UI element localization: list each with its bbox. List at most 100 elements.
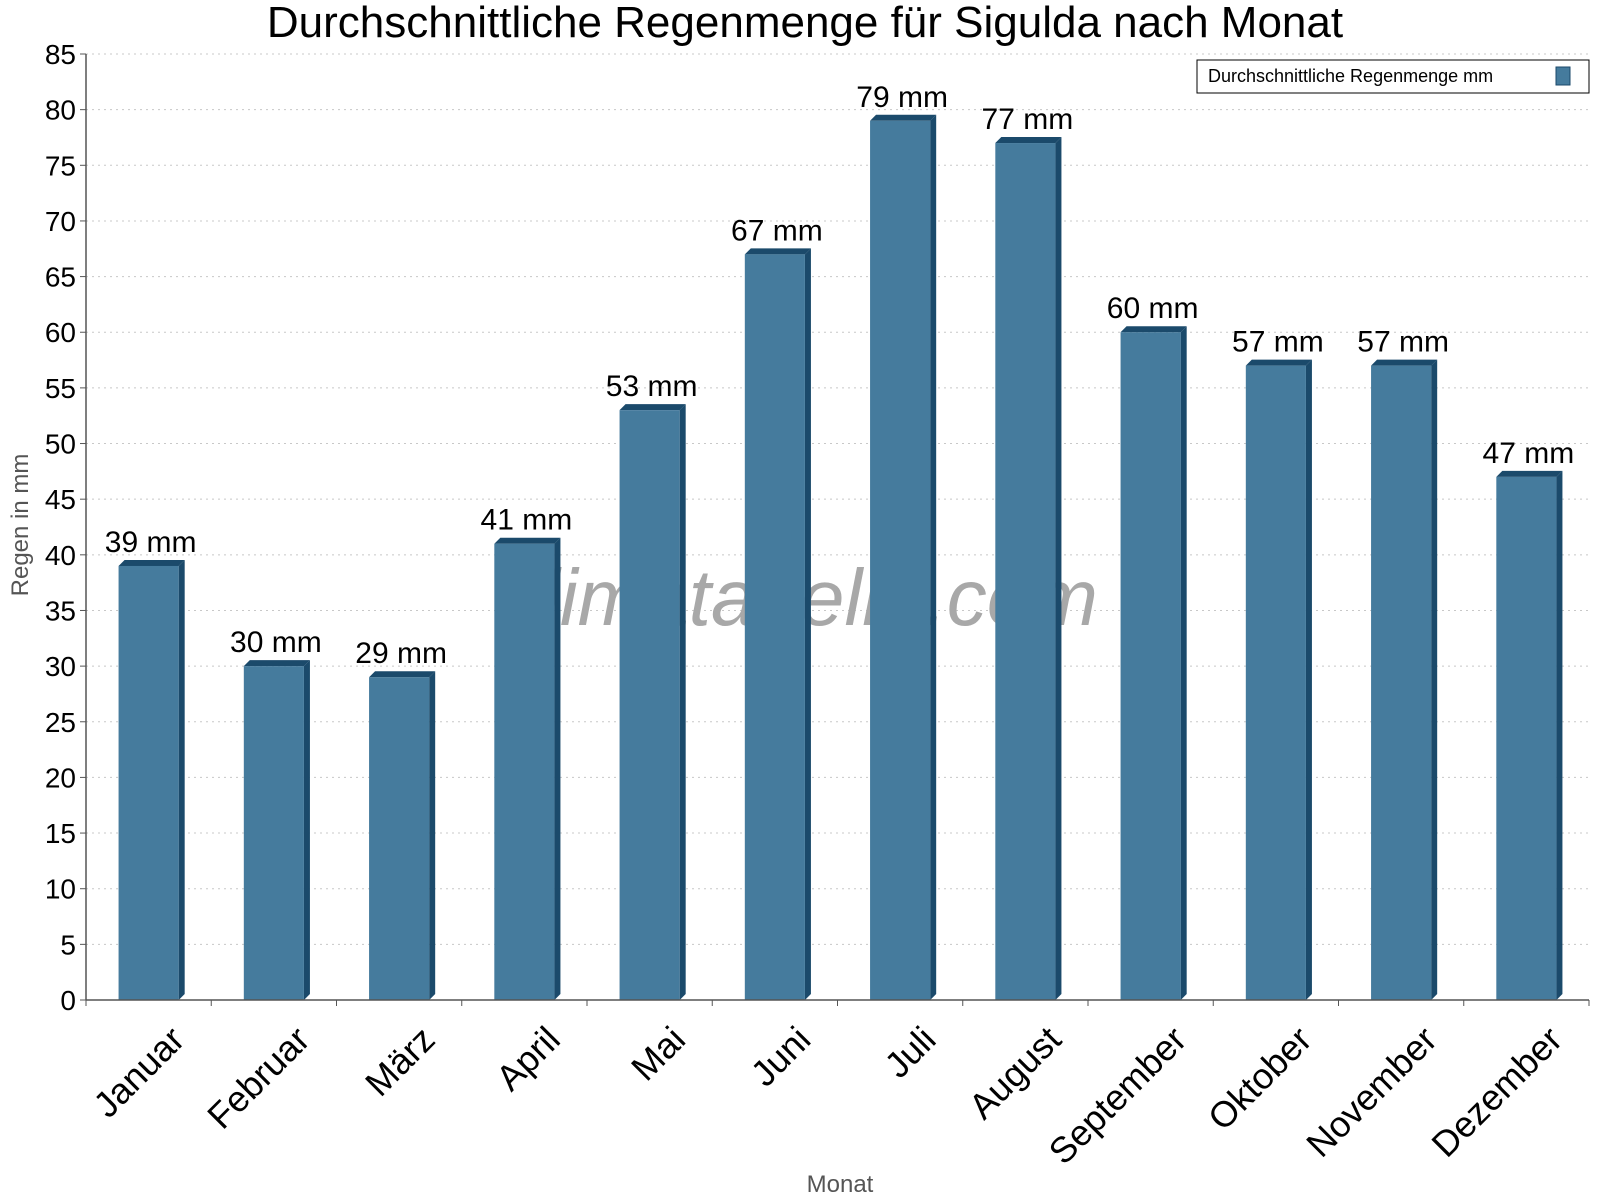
bar-juni <box>744 248 811 1000</box>
data-label: 57 mm <box>1357 326 1449 359</box>
data-label: 39 mm <box>105 526 197 559</box>
bar <box>744 254 805 1000</box>
bar-side <box>1055 137 1062 1001</box>
axes <box>80 53 1590 1006</box>
bar-august <box>995 137 1062 1001</box>
data-label: 53 mm <box>606 370 698 403</box>
x-tick-label: September <box>1041 1018 1195 1172</box>
data-label: 47 mm <box>1483 437 1575 470</box>
bar-februar <box>243 660 310 1000</box>
bar-mai <box>619 404 686 1000</box>
y-tick-label: 75 <box>45 150 76 181</box>
chart-title: Durchschnittliche Regenmenge für Sigulda… <box>267 0 1343 47</box>
y-tick-label: 85 <box>45 39 76 70</box>
x-tick-label: Juni <box>743 1018 819 1094</box>
y-tick-label: 20 <box>45 762 76 793</box>
bar-november <box>1371 359 1438 1000</box>
grid <box>86 53 1589 945</box>
y-tick-label: 40 <box>45 540 76 571</box>
y-tick-label: 0 <box>60 985 76 1016</box>
y-tick-label: 55 <box>45 373 76 404</box>
x-tick-label: Februar <box>199 1018 317 1136</box>
data-label: 29 mm <box>355 637 447 670</box>
x-tick-label: Juli <box>876 1018 943 1085</box>
bar-dezember <box>1496 470 1563 1001</box>
y-tick-label: 65 <box>45 262 76 293</box>
bar <box>243 666 304 1000</box>
y-tick-label: 35 <box>45 595 76 626</box>
bar-side <box>1556 470 1563 1001</box>
data-label: 67 mm <box>731 214 823 247</box>
bar <box>870 120 931 1000</box>
bar-september <box>1120 326 1187 1000</box>
x-axis-title: Monat <box>807 1171 874 1198</box>
bar-side <box>1305 359 1312 1000</box>
bar <box>995 143 1056 1001</box>
bar-side <box>303 660 310 1000</box>
bar-side <box>804 248 811 1000</box>
x-tick-label: November <box>1298 1018 1444 1164</box>
bar-side <box>178 559 185 1000</box>
bar-top <box>870 114 937 121</box>
y-axis-title: Regen in mm <box>7 454 34 597</box>
bar-oktober <box>1245 359 1312 1000</box>
bar-top <box>619 404 686 411</box>
y-tick-label: 70 <box>45 206 76 237</box>
y-tick-label: 30 <box>45 651 76 682</box>
y-tick-label: 5 <box>60 929 76 960</box>
bar-top <box>1496 470 1563 477</box>
bar-side <box>1431 359 1438 1000</box>
bar-top <box>1245 359 1312 366</box>
x-tick-label: Dezember <box>1423 1018 1569 1164</box>
legend-label: Durchschnittliche Regenmenge mm <box>1208 66 1493 86</box>
y-tick-label: 80 <box>45 95 76 126</box>
y-tick-label: 15 <box>45 818 76 849</box>
bar-side <box>930 114 937 1000</box>
bar <box>118 565 179 1000</box>
x-tick-label: April <box>488 1018 568 1098</box>
bar-top <box>369 671 436 678</box>
data-label: 79 mm <box>856 81 948 114</box>
bar-side <box>679 404 686 1000</box>
bar-side <box>429 671 436 1000</box>
x-tick-label: Mai <box>623 1018 693 1088</box>
bar-top <box>1371 359 1438 366</box>
data-label: 60 mm <box>1107 292 1199 325</box>
x-tick-label: März <box>357 1018 443 1104</box>
legend: Durchschnittliche Regenmenge mm <box>1196 59 1590 94</box>
bar-top <box>995 137 1062 144</box>
bar-side <box>554 537 561 1000</box>
data-label: 41 mm <box>481 504 573 537</box>
data-label: 57 mm <box>1232 326 1324 359</box>
bar-juli <box>870 114 937 1000</box>
bar <box>1245 365 1306 1000</box>
bar-top <box>1120 326 1187 333</box>
y-tick-label: 50 <box>45 429 76 460</box>
y-tick-label: 10 <box>45 874 76 905</box>
y-tick-label: 25 <box>45 707 76 738</box>
data-label: 77 mm <box>982 103 1074 136</box>
legend-box <box>1196 59 1590 94</box>
bar-januar <box>118 559 185 1000</box>
y-tick-label: 45 <box>45 484 76 515</box>
bar-top <box>494 537 561 544</box>
legend-swatch <box>1555 66 1571 86</box>
bar <box>1371 365 1432 1000</box>
bars <box>118 114 1563 1001</box>
y-tick-label: 60 <box>45 317 76 348</box>
bar <box>494 543 555 1000</box>
bar <box>369 677 430 1000</box>
x-tick-label: August <box>961 1018 1069 1126</box>
bar-top <box>243 660 310 667</box>
x-tick-label: Oktober <box>1200 1018 1320 1138</box>
bar <box>619 410 680 1000</box>
bar-top <box>744 248 811 255</box>
bar-märz <box>369 671 436 1000</box>
x-tick-label: Januar <box>85 1018 192 1125</box>
bar-april <box>494 537 561 1000</box>
bar <box>1496 476 1557 1001</box>
data-label: 30 mm <box>230 626 322 659</box>
bar-side <box>1180 326 1187 1000</box>
bar-top <box>118 559 185 566</box>
